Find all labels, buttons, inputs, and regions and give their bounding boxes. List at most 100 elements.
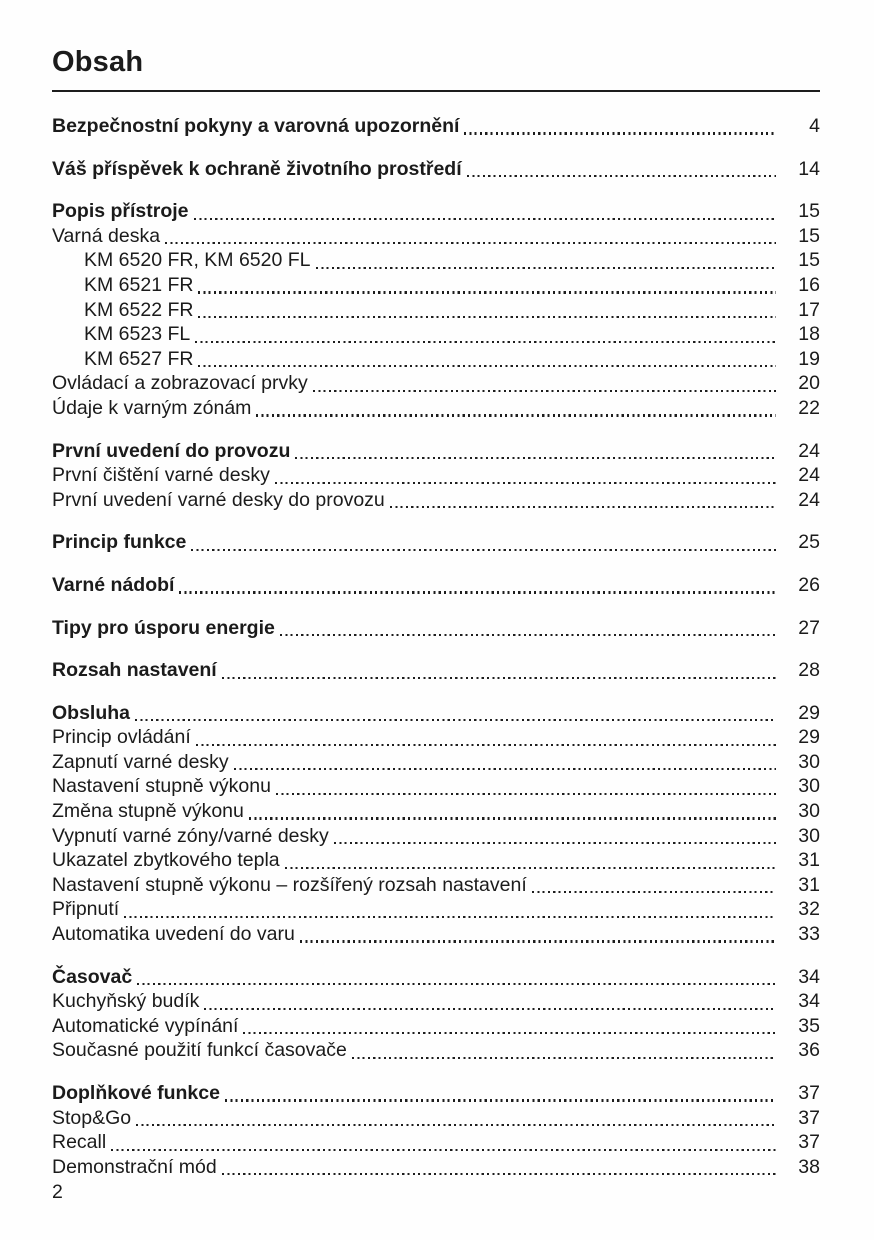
- toc-entry-page: 29: [798, 701, 820, 724]
- toc-leader-dots: [198, 315, 776, 319]
- toc-entry-label: KM 6523 FL: [84, 323, 191, 346]
- toc-entry-page: 19: [798, 347, 820, 370]
- toc-content: Obsah Bezpečnostní pokyny a varovná upoz…: [52, 46, 820, 1179]
- toc-entry: KM 6521 FR 16: [52, 273, 820, 298]
- toc-entry-page: 30: [798, 824, 820, 847]
- toc-leader-dots: [284, 866, 776, 869]
- toc-entry: Demonstrační mód 38: [52, 1155, 820, 1180]
- toc-entry-page: 24: [798, 464, 820, 487]
- toc-entry: První uvedení varné desky do provozu 24: [52, 488, 820, 513]
- toc-entry-page: 37: [798, 1131, 820, 1154]
- toc-leader-dots: [464, 132, 776, 135]
- toc-leader-dots: [256, 414, 776, 417]
- toc-leader-dots: [243, 1032, 776, 1035]
- toc-entry: Časovač 34: [52, 965, 820, 990]
- toc-entry-label: Tipy pro úsporu energie: [52, 616, 275, 639]
- toc-entry: Zapnutí varné desky 30: [52, 750, 820, 775]
- toc-entry-label: Stop&Go: [52, 1106, 132, 1129]
- toc-entry-label: Automatika uvedení do varu: [52, 923, 295, 946]
- toc-entry-label: První čištění varné desky: [52, 464, 270, 487]
- toc-entry-page: 20: [798, 372, 820, 395]
- toc-entry: KM 6520 FR, KM 6520 FL 15: [52, 248, 820, 273]
- toc-entry-page: 24: [798, 488, 820, 511]
- toc-leader-dots: [333, 842, 776, 845]
- toc-entry-page: 16: [798, 273, 820, 296]
- toc-entry: Varné nádobí 26: [52, 573, 820, 598]
- toc-leader-dots: [221, 1173, 776, 1176]
- toc-entry: Nastavení stupně výkonu 30: [52, 774, 820, 799]
- toc-entry-label: Vypnutí varné zóny/varné desky: [52, 824, 329, 847]
- toc-entry-page: 32: [798, 898, 820, 921]
- toc-entry-page: 36: [798, 1039, 820, 1062]
- toc-entry-label: Varné nádobí: [52, 573, 175, 596]
- toc-entry: První čištění varné desky 24: [52, 463, 820, 488]
- toc-leader-dots: [136, 1124, 776, 1127]
- toc-entry: Doplňkové funkce 37: [52, 1081, 820, 1106]
- toc-leader-dots: [233, 768, 776, 771]
- toc-entry-page: 15: [798, 224, 820, 247]
- toc-leader-dots: [466, 175, 776, 178]
- toc-leader-dots: [312, 389, 776, 392]
- toc-entry: Automatické vypínání 35: [52, 1014, 820, 1039]
- toc-entry-page: 4: [809, 115, 820, 137]
- toc-entry-label: Ovládací a zobrazovací prvky: [52, 372, 308, 395]
- toc-entry-label: Rozsah nastavení: [52, 659, 217, 682]
- toc-entry: Připnutí 32: [52, 897, 820, 922]
- page-title: Obsah: [52, 46, 144, 78]
- toc-entry-label: První uvedení do provozu: [52, 439, 291, 462]
- toc-entry-label: Zapnutí varné desky: [52, 750, 229, 773]
- toc-entry: Kuchyňský budík 34: [52, 989, 820, 1014]
- toc-entry: Ovládací a zobrazovací prvky 20: [52, 371, 820, 396]
- toc-entry-page: 30: [798, 775, 820, 798]
- toc-leader-dots: [111, 1148, 776, 1151]
- toc-leader-dots: [198, 365, 776, 368]
- toc-entry-label: Nastavení stupně výkonu – rozšířený rozs…: [52, 873, 527, 896]
- toc-entry: Rozsah nastavení 28: [52, 658, 820, 683]
- toc-entry: Bezpečnostní pokyny a varovná upozornění…: [52, 114, 820, 139]
- toc-entry-page: 33: [798, 923, 820, 946]
- toc-entry-label: První uvedení varné desky do provozu: [52, 488, 385, 511]
- toc-leader-dots: [531, 891, 776, 894]
- toc-entry-page: 14: [798, 157, 820, 180]
- toc-entry-page: 17: [798, 298, 820, 321]
- toc-leader-dots: [279, 633, 776, 637]
- toc-list: Bezpečnostní pokyny a varovná upozornění…: [52, 114, 820, 1179]
- toc-entry-page: 31: [798, 849, 820, 872]
- toc-entry-page: 38: [798, 1155, 820, 1178]
- toc-entry-page: 22: [798, 396, 820, 419]
- toc-leader-dots: [275, 792, 776, 796]
- toc-entry-label: Údaje k varným zónám: [52, 396, 252, 419]
- toc-leader-dots: [224, 1099, 776, 1102]
- toc-leader-dots: [165, 242, 776, 245]
- toc-entry: Princip ovládání 29: [52, 725, 820, 750]
- toc-entry-label: Bezpečnostní pokyny a varovná upozornění: [52, 115, 460, 137]
- toc-leader-dots: [135, 719, 776, 722]
- toc-entry: Současné použití funkcí časovače 36: [52, 1038, 820, 1063]
- page-number: 2: [52, 1181, 63, 1203]
- toc-entry: Popis přístroje 15: [52, 199, 820, 224]
- toc-entry-label: KM 6521 FR: [84, 273, 194, 296]
- toc-entry-label: Automatické vypínání: [52, 1014, 239, 1037]
- toc-leader-dots: [315, 266, 776, 269]
- toc-leader-dots: [274, 481, 776, 484]
- toc-leader-dots: [221, 676, 776, 679]
- toc-entry: První uvedení do provozu 24: [52, 439, 820, 464]
- toc-entry-label: Kuchyňský budík: [52, 990, 200, 1013]
- toc-leader-dots: [193, 217, 776, 220]
- toc-entry-label: Ukazatel zbytkového tepla: [52, 849, 280, 872]
- toc-entry-page: 15: [798, 200, 820, 223]
- toc-entry: KM 6522 FR 17: [52, 298, 820, 323]
- toc-entry: Nastavení stupně výkonu – rozšířený rozs…: [52, 873, 820, 898]
- toc-leader-dots: [195, 340, 776, 343]
- toc-entry: Varná deska 15: [52, 224, 820, 249]
- toc-entry-label: KM 6527 FR: [84, 347, 194, 370]
- toc-entry-label: Popis přístroje: [52, 200, 189, 223]
- toc-entry-label: Princip ovládání: [52, 726, 191, 749]
- toc-leader-dots: [204, 1007, 776, 1010]
- toc-entry-page: 15: [798, 249, 820, 272]
- toc-entry: Váš příspěvek k ochraně životního prostř…: [52, 157, 820, 182]
- toc-entry-label: Připnutí: [52, 898, 120, 921]
- toc-entry-page: 37: [798, 1106, 820, 1129]
- toc-entry-page: 31: [798, 873, 820, 896]
- toc-entry-label: Současné použití funkcí časovače: [52, 1039, 347, 1062]
